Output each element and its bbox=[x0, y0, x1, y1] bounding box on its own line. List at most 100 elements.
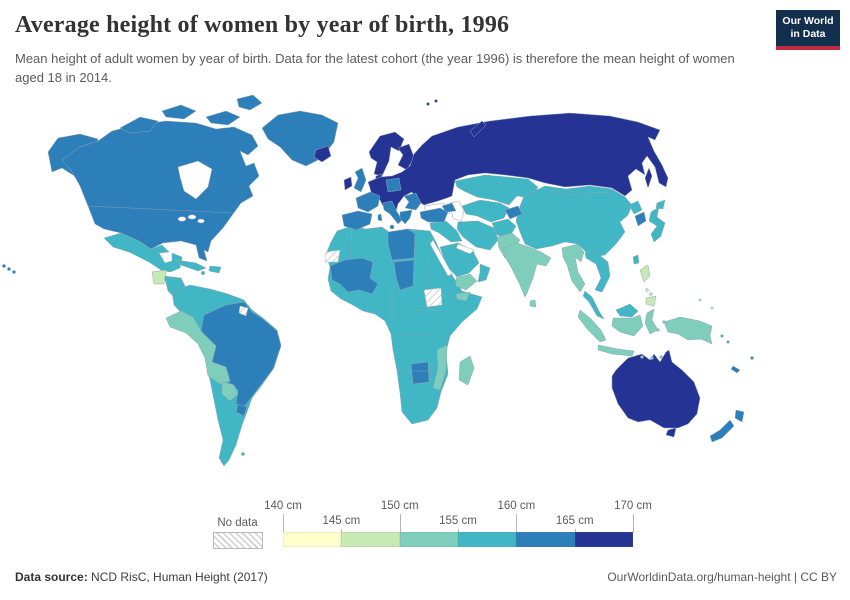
map-region-new-guinea[interactable] bbox=[663, 316, 713, 345]
map-region-japan[interactable] bbox=[648, 199, 666, 243]
map-region-sri-lanka[interactable] bbox=[529, 299, 537, 308]
map-region-great-britain[interactable] bbox=[353, 167, 367, 193]
map-region-somaliland[interactable] bbox=[455, 291, 471, 302]
map-legend: No data 140 cm 145 cm 150 cm 155 cm 160 … bbox=[0, 498, 850, 552]
map-region-fiji[interactable] bbox=[750, 356, 754, 360]
map-region-kazakhstan[interactable] bbox=[454, 174, 539, 206]
map-region-sardinia[interactable] bbox=[377, 213, 383, 222]
map-region-italy[interactable] bbox=[382, 200, 403, 225]
map-region-hispaniola[interactable] bbox=[208, 265, 222, 274]
legend-label-145cm: 145 cm bbox=[320, 515, 363, 527]
map-region-borneo-indonesia[interactable] bbox=[611, 314, 644, 337]
map-region-philippines[interactable] bbox=[639, 264, 657, 307]
map-region-sicily[interactable] bbox=[389, 224, 395, 230]
map-region-sumatra[interactable] bbox=[577, 309, 607, 343]
map-region-iberia[interactable] bbox=[341, 210, 373, 231]
legend-tick-165 bbox=[574, 529, 576, 532]
map-region-lesser-sunda[interactable] bbox=[640, 355, 663, 360]
legend-label-150cm: 150 cm bbox=[378, 500, 421, 512]
map-region-south-korea[interactable] bbox=[634, 211, 647, 227]
map-region-turkey[interactable] bbox=[419, 207, 449, 223]
map-region-iceland[interactable] bbox=[313, 145, 332, 163]
map-region-peru-bolivia-ecuador[interactable] bbox=[165, 310, 231, 385]
map-region-paraguay[interactable] bbox=[221, 381, 239, 402]
map-region-uruguay[interactable] bbox=[235, 403, 248, 417]
map-region-north-korea[interactable] bbox=[628, 200, 643, 215]
legend-bin-165-170[interactable] bbox=[574, 532, 633, 547]
legend-tick-150 bbox=[399, 514, 401, 532]
legend-no-data-swatch[interactable] bbox=[213, 532, 263, 549]
map-region-romania-bulgaria[interactable] bbox=[403, 192, 422, 211]
map-region-malaysia-borneo[interactable] bbox=[615, 303, 639, 318]
map-region-kyrgyzstan[interactable] bbox=[504, 205, 523, 220]
map-region-sulawesi[interactable] bbox=[644, 308, 659, 335]
map-region-europe-russia[interactable] bbox=[367, 112, 669, 213]
map-region-greece[interactable] bbox=[399, 209, 413, 225]
map-region-micronesia[interactable] bbox=[698, 298, 714, 310]
legend-label-155cm: 155 cm bbox=[437, 515, 479, 527]
map-region-chad[interactable] bbox=[393, 259, 415, 291]
map-region-cuba[interactable] bbox=[175, 259, 207, 272]
legend-tick-170 bbox=[633, 514, 634, 532]
map-region-iran[interactable] bbox=[456, 220, 499, 251]
map-region-madagascar[interactable] bbox=[458, 355, 475, 386]
map-region-svalbard[interactable] bbox=[426, 99, 438, 106]
map-region-french-guiana[interactable] bbox=[238, 305, 249, 317]
map-region-caucasus[interactable] bbox=[441, 202, 457, 213]
map-region-myanmar-thailand[interactable] bbox=[561, 243, 586, 293]
map-region-falklands[interactable] bbox=[241, 452, 245, 456]
map-region-china-mongolia[interactable] bbox=[515, 185, 633, 258]
legend-tick-140 bbox=[283, 514, 284, 532]
page-title: Average height of women by year of birth… bbox=[15, 12, 510, 38]
map-region-taiwan[interactable] bbox=[632, 254, 640, 265]
map-region-java[interactable] bbox=[597, 344, 635, 357]
attribution-link[interactable]: OurWorldinData.org/human-height | CC BY bbox=[607, 570, 837, 584]
map-region-guatemala[interactable] bbox=[151, 269, 167, 285]
map-region-uzbekistan-turkmenistan[interactable] bbox=[461, 199, 510, 223]
map-region-western-sahara[interactable] bbox=[324, 249, 341, 263]
map-region-new-caledonia[interactable] bbox=[730, 365, 741, 374]
map-region-new-zealand[interactable] bbox=[709, 409, 745, 443]
page-subtitle: Mean height of adult women by year of bi… bbox=[15, 51, 735, 85]
map-region-australia[interactable] bbox=[611, 349, 701, 429]
map-region-india[interactable] bbox=[502, 242, 552, 298]
legend-label-160cm: 160 cm bbox=[495, 500, 538, 512]
legend-label-170cm: 170 cm bbox=[612, 500, 654, 512]
legend-tick-160 bbox=[516, 514, 518, 532]
map-region-sakhalin[interactable] bbox=[644, 167, 653, 189]
map-region-oman[interactable] bbox=[477, 263, 491, 283]
owid-logo[interactable]: Our World in Data bbox=[776, 10, 840, 50]
map-region-mozambique[interactable] bbox=[432, 344, 448, 391]
map-region-scandinavia[interactable] bbox=[368, 131, 405, 177]
legend-tick-145 bbox=[341, 529, 343, 532]
map-region-hawaii[interactable] bbox=[2, 264, 16, 274]
map-region-philippines-islets[interactable] bbox=[645, 288, 653, 296]
map-region-south-sudan[interactable] bbox=[423, 287, 443, 308]
legend-bin-145-150[interactable] bbox=[341, 532, 400, 547]
map-region-libya[interactable] bbox=[387, 228, 416, 261]
map-region-afghanistan[interactable] bbox=[491, 218, 517, 239]
map-region-iraq-syria[interactable] bbox=[429, 220, 463, 243]
map-region-novaya-zemlya[interactable] bbox=[469, 120, 487, 138]
legend-no-data-label: No data bbox=[217, 517, 258, 529]
map-region-vietnam-laos[interactable] bbox=[584, 251, 611, 293]
legend-bin-150-155[interactable] bbox=[399, 532, 458, 547]
map-region-malay-peninsula[interactable] bbox=[582, 290, 605, 320]
map-region-mali-senegal-burkina[interactable] bbox=[329, 257, 379, 295]
owid-logo-line1: Our World bbox=[782, 14, 834, 27]
legend-bin-140-145[interactable] bbox=[283, 532, 342, 547]
map-region-yemen[interactable] bbox=[455, 273, 478, 291]
map-region-mexico[interactable] bbox=[103, 232, 183, 273]
map-region-france[interactable] bbox=[355, 191, 381, 213]
map-region-botswana[interactable] bbox=[410, 361, 430, 385]
map-region-solomon-islands[interactable] bbox=[720, 334, 730, 344]
map-region-arctic-islands[interactable] bbox=[119, 94, 263, 134]
legend-bin-160-165[interactable] bbox=[516, 532, 575, 547]
map-region-jamaica[interactable] bbox=[200, 270, 206, 276]
legend-bin-155-160[interactable] bbox=[457, 532, 517, 547]
map-region-tasmania[interactable] bbox=[665, 427, 677, 438]
map-region-ireland[interactable] bbox=[343, 176, 353, 191]
map-region-poland[interactable] bbox=[385, 177, 402, 193]
